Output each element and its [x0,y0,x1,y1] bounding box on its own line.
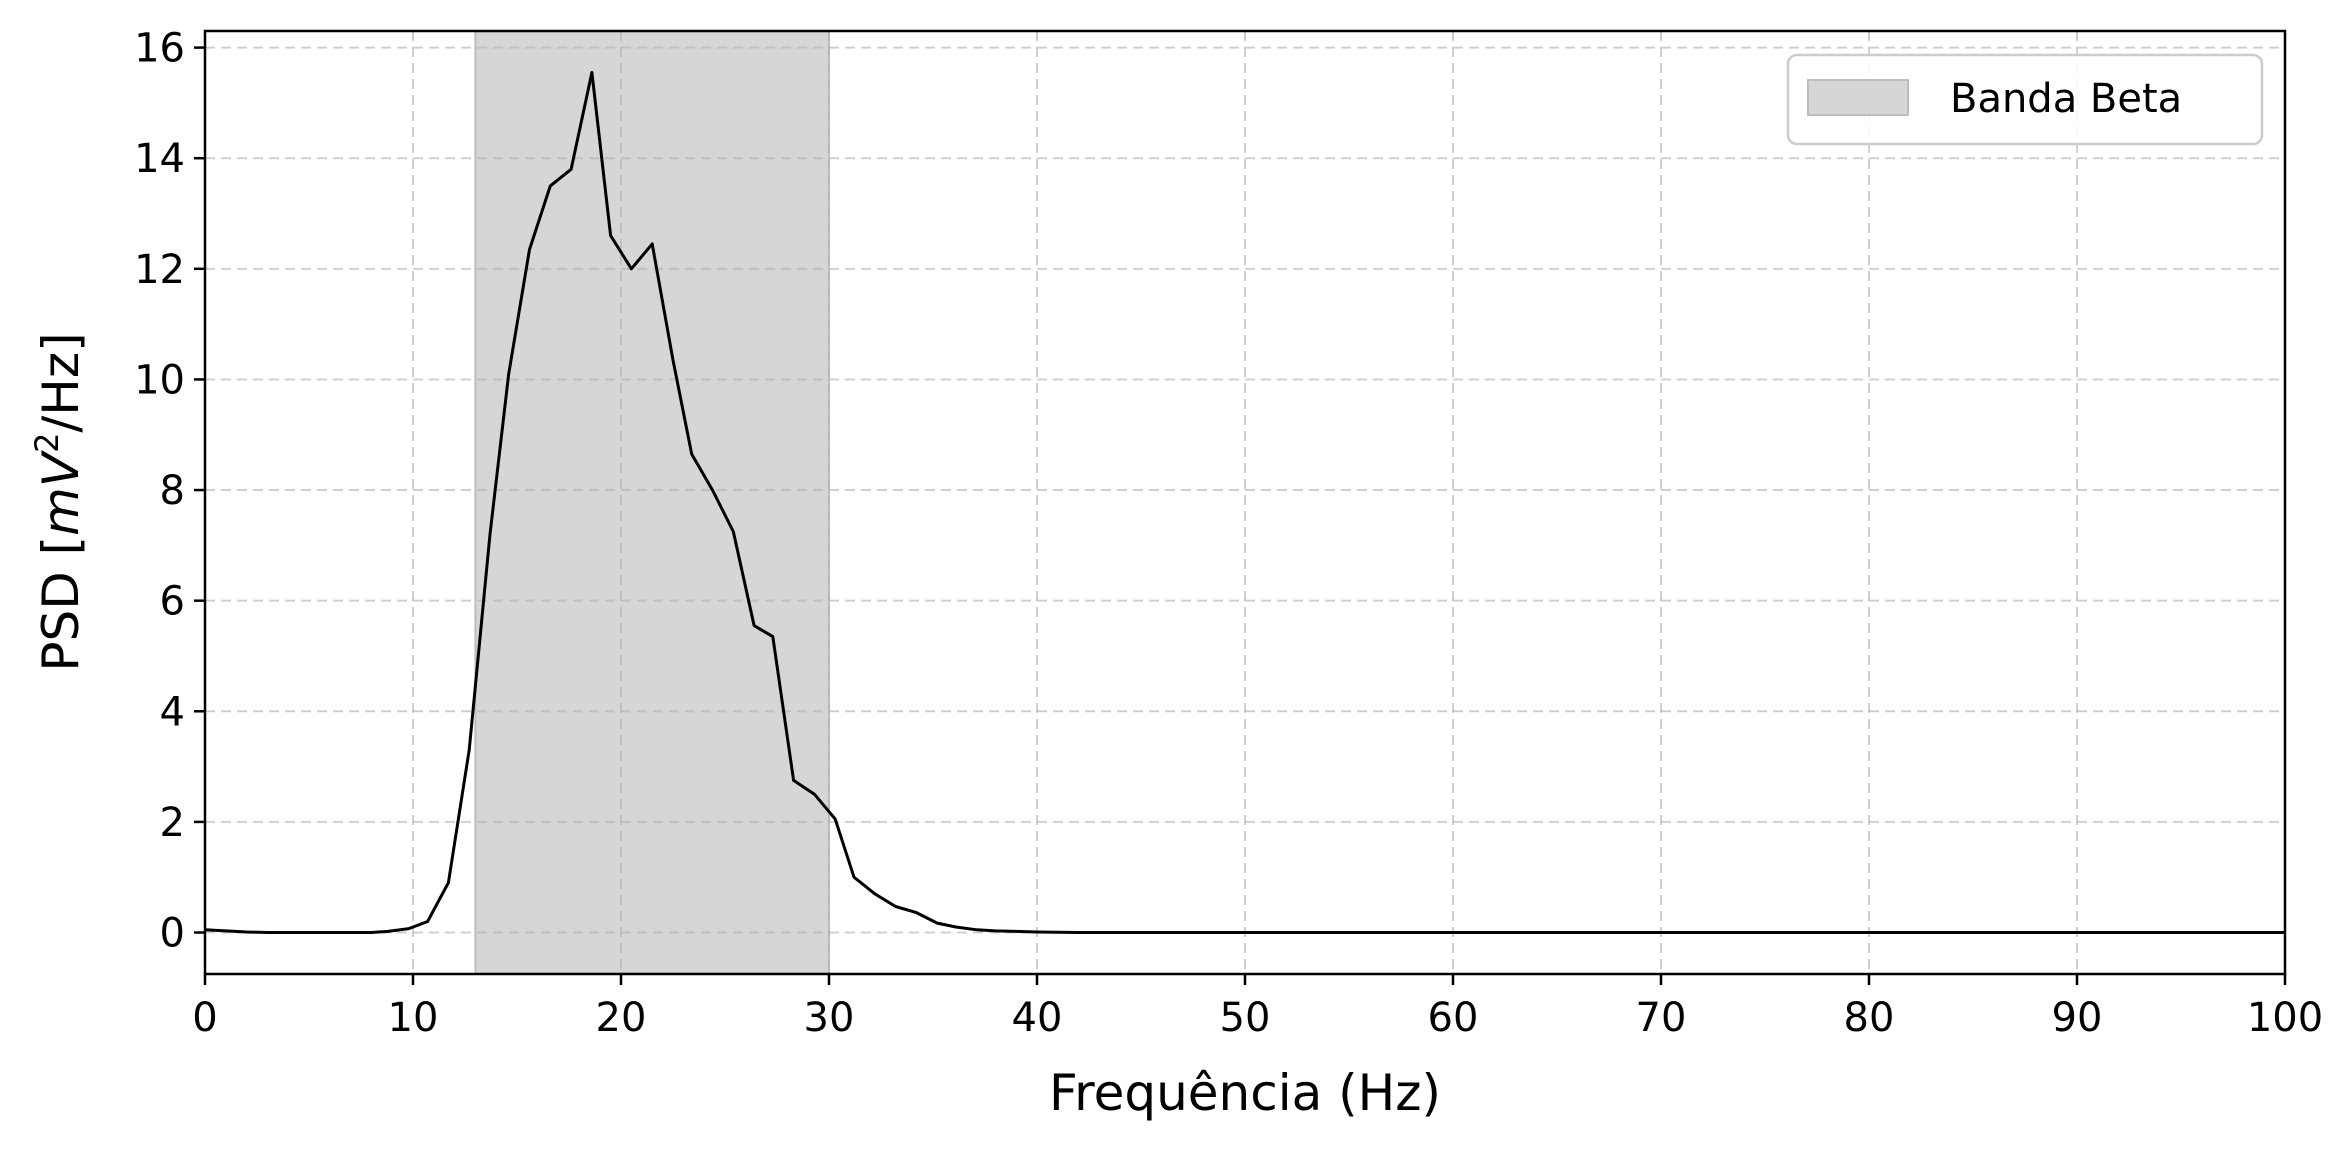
y-axis-label-prefix: PSD [ [32,536,90,672]
x-tick-label: 20 [596,995,647,1041]
x-axis-label: Frequência (Hz) [1049,1064,1441,1122]
legend-swatch-banda-beta [1807,79,1909,116]
legend: Banda Beta [1786,53,2264,146]
x-tick-label: 40 [1012,995,1063,1041]
x-tick-label: 90 [2052,995,2103,1041]
legend-box [1786,53,2264,146]
y-axis-label-var: mV [32,449,90,536]
y-tick-label: 4 [160,689,185,735]
y-tick-label: 16 [134,26,185,72]
x-tick-label: 30 [804,995,855,1041]
x-tick-label: 10 [388,995,439,1041]
y-axis-label-suffix: /Hz] [32,332,90,432]
y-tick-label: 0 [160,911,185,957]
y-axis-label: PSD [mV2/Hz] [28,332,90,671]
y-axis-label-sup: 2 [28,433,66,453]
x-tick-label: 70 [1636,995,1687,1041]
y-tick-label: 8 [160,468,185,514]
y-tick-label: 10 [134,357,185,403]
x-tick-label: 100 [2247,995,2323,1041]
psd-line [204,71,2285,934]
x-tick-label: 50 [1220,995,1271,1041]
x-tick-label: 60 [1428,995,1479,1041]
legend-label-banda-beta: Banda Beta [1950,76,2182,122]
x-tick-label: 0 [192,995,217,1041]
x-tick-label: 80 [1844,995,1895,1041]
y-tick-label: 12 [134,247,185,293]
y-tick-label: 6 [160,579,185,625]
y-tick-label: 2 [160,800,185,846]
y-tick-label: 14 [134,136,185,182]
beta-band [474,30,830,975]
